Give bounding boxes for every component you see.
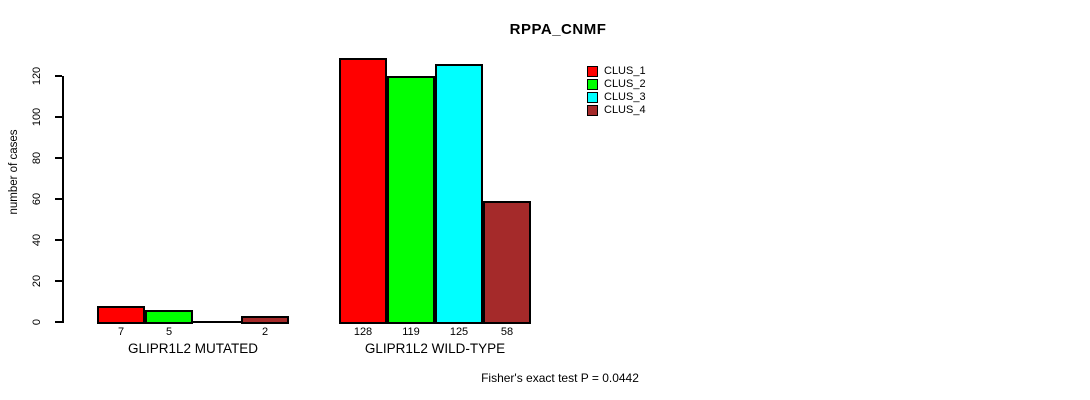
legend-label: CLUS_4 [604, 104, 646, 116]
bar [97, 306, 145, 324]
y-tick-label: 60 [31, 192, 43, 206]
bar-value-label: 119 [402, 326, 420, 338]
bar-value-label: 7 [117, 326, 125, 338]
bar [387, 76, 435, 324]
legend-label: CLUS_3 [604, 91, 646, 103]
x-group-label: GLIPR1L2 MUTATED [127, 341, 259, 356]
bar-value-label: 125 [449, 326, 469, 338]
y-tick-label: 120 [31, 66, 43, 86]
y-tick-label: 20 [31, 274, 43, 288]
chart-title: RPPA_CNMF [509, 21, 607, 38]
legend-swatch-icon [587, 66, 598, 77]
y-tick-label: 40 [31, 233, 43, 247]
bar [145, 310, 193, 324]
y-tick [55, 157, 62, 159]
y-tick-label: 100 [31, 107, 43, 127]
y-tick [55, 198, 62, 200]
y-tick [55, 280, 62, 282]
y-tick [55, 321, 62, 323]
bar-value-label: 5 [165, 326, 173, 338]
legend-swatch-icon [587, 105, 598, 116]
bar-value-label: 128 [353, 326, 373, 338]
stat-annotation: Fisher's exact test P = 0.0442 [481, 371, 639, 385]
y-axis-title: number of cases [8, 129, 20, 215]
legend-label: CLUS_2 [604, 78, 646, 90]
bar [241, 316, 289, 324]
y-tick-label: 0 [31, 318, 43, 326]
y-axis-line [62, 76, 64, 323]
bar [483, 201, 531, 324]
bar [435, 64, 483, 324]
bar-value-label: 2 [261, 326, 269, 338]
legend-swatch-icon [587, 79, 598, 90]
legend-swatch-icon [587, 92, 598, 103]
legend-label: CLUS_1 [604, 65, 646, 77]
y-tick [55, 75, 62, 77]
y-tick-label: 80 [31, 151, 43, 165]
bar [193, 321, 241, 323]
bar [339, 58, 387, 324]
x-group-label: GLIPR1L2 WILD-TYPE [364, 341, 506, 356]
y-tick [55, 239, 62, 241]
y-tick [55, 116, 62, 118]
bar-value-label: 58 [500, 326, 514, 338]
